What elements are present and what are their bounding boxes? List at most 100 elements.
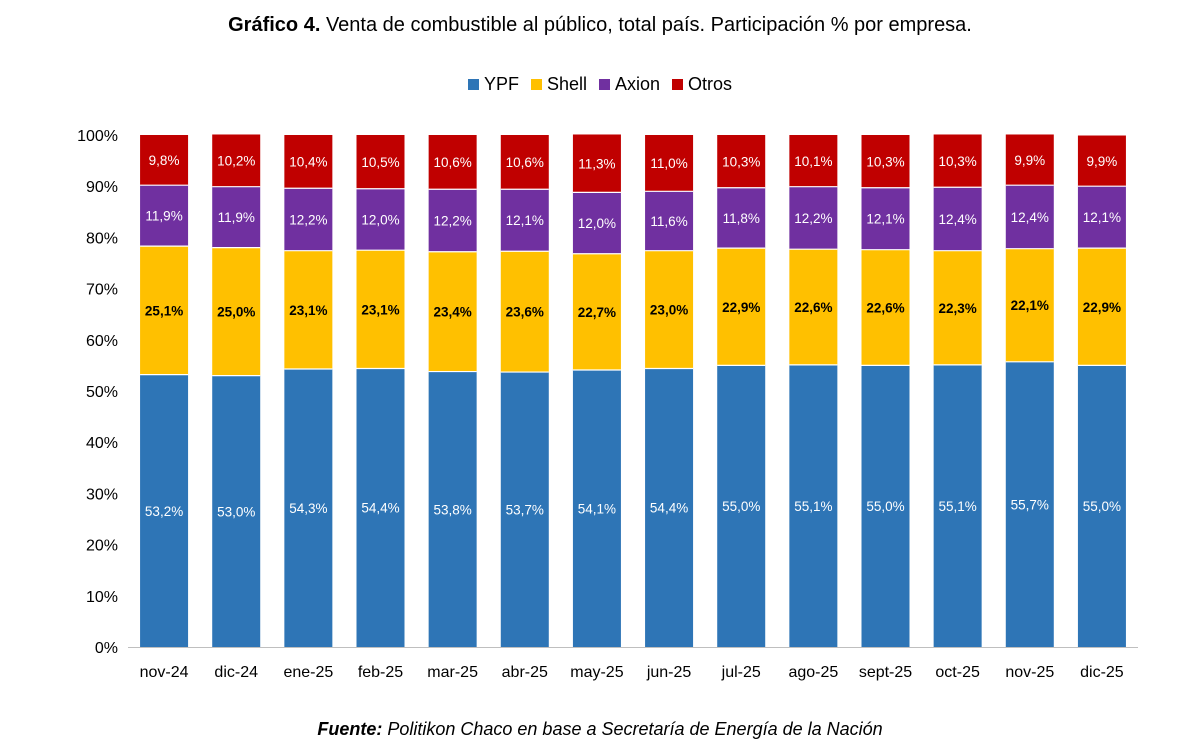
x-tick-label: ene-25	[283, 664, 333, 681]
bar-segment-otros	[933, 134, 982, 188]
data-label-otros: 10,3%	[939, 154, 977, 169]
y-tick-label: 40%	[86, 435, 118, 452]
bar-segment-shell	[645, 250, 694, 369]
data-label-otros: 9,9%	[1087, 154, 1118, 169]
bar-segment-shell	[284, 250, 333, 369]
data-label-ypf: 54,1%	[578, 502, 616, 517]
data-label-ypf: 53,7%	[506, 503, 544, 518]
x-tick-label: feb-25	[358, 664, 403, 681]
bar-segment-ypf	[284, 368, 333, 647]
bar-segment-shell	[500, 251, 549, 373]
bar-segment-ypf	[645, 368, 694, 647]
data-label-ypf: 55,0%	[866, 499, 904, 514]
bar-segment-ypf	[572, 370, 621, 647]
y-tick-label: 30%	[86, 486, 118, 503]
x-tick-label: ago-25	[788, 664, 838, 681]
bar-segment-axion	[428, 189, 477, 252]
bar-segment-shell	[212, 247, 261, 376]
x-tick-label: oct-25	[935, 664, 980, 681]
y-tick-label: 60%	[86, 333, 118, 350]
x-tick-label: mar-25	[427, 664, 478, 681]
legend-label-ypf: YPF	[483, 74, 519, 94]
y-tick-label: 100%	[77, 128, 118, 145]
y-tick-label: 50%	[86, 384, 118, 401]
bar-segment-ypf	[428, 371, 477, 647]
bar-segment-otros	[861, 135, 910, 188]
bar-segment-ypf	[1005, 361, 1054, 647]
data-label-shell: 22,7%	[578, 305, 616, 320]
chart-title: Gráfico 4. Venta de combustible al públi…	[0, 14, 1200, 37]
data-label-ypf: 55,0%	[1083, 499, 1121, 514]
x-tick-label: dic-24	[214, 664, 258, 681]
bar-segment-axion	[140, 185, 189, 247]
legend-item-otros: Otros	[672, 74, 732, 95]
x-tick-label: abr-25	[502, 664, 548, 681]
data-label-axion: 11,6%	[650, 214, 687, 229]
bar-segment-otros	[284, 135, 333, 189]
y-tick-label: 90%	[86, 179, 118, 196]
data-label-otros: 11,3%	[578, 156, 615, 171]
data-label-shell: 22,6%	[866, 301, 904, 316]
x-tick-label: may-25	[570, 664, 623, 681]
data-label-axion: 11,9%	[218, 210, 255, 225]
y-tick-label: 80%	[86, 230, 118, 247]
data-label-otros: 10,4%	[289, 155, 327, 170]
data-label-axion: 12,1%	[506, 213, 544, 228]
chart-title-prefix: Gráfico 4.	[228, 14, 321, 36]
bar-segment-axion	[717, 187, 766, 249]
bar-segment-shell	[933, 250, 982, 365]
data-label-axion: 11,9%	[145, 209, 182, 224]
y-tick-label: 70%	[86, 282, 118, 299]
legend-swatch-otros	[672, 79, 684, 90]
bar-segment-otros	[572, 134, 621, 193]
bar-segment-ypf	[500, 372, 549, 647]
bar-segment-shell	[717, 248, 766, 366]
data-label-ypf: 55,1%	[794, 499, 832, 514]
bar-segment-axion	[500, 189, 549, 252]
bar-segment-otros	[140, 135, 189, 186]
bar-segment-ypf	[356, 368, 405, 647]
data-label-shell: 22,9%	[1083, 300, 1121, 315]
bar-segment-shell	[1005, 248, 1054, 362]
bar-segment-axion	[1005, 185, 1054, 249]
data-label-otros: 9,9%	[1014, 153, 1045, 168]
bar-segment-ypf	[717, 365, 766, 647]
x-tick-label: dic-25	[1080, 664, 1124, 681]
data-label-shell: 22,9%	[722, 300, 760, 315]
chart-source-label: Fuente:	[317, 719, 383, 739]
data-label-axion: 12,0%	[361, 212, 399, 227]
bar-segment-otros	[1005, 134, 1054, 186]
bar-segment-otros	[356, 135, 405, 189]
bar-segment-axion	[789, 186, 838, 250]
bar-segment-axion	[645, 191, 694, 251]
bar-segment-shell	[140, 246, 189, 375]
data-label-axion: 12,2%	[794, 211, 832, 226]
legend-label-axion: Axion	[615, 74, 661, 94]
data-label-axion: 12,2%	[289, 212, 327, 227]
data-label-ypf: 55,0%	[722, 499, 760, 514]
data-label-axion: 12,1%	[866, 212, 904, 227]
bar-segment-axion	[356, 188, 405, 251]
x-tick-label: jun-25	[646, 664, 692, 681]
bar-segment-shell	[572, 253, 621, 371]
data-label-otros: 10,5%	[361, 155, 399, 170]
data-label-axion: 12,2%	[434, 214, 472, 229]
bar-segment-otros	[645, 135, 694, 192]
data-label-ypf: 55,1%	[939, 499, 977, 514]
bar-segment-ypf	[789, 364, 838, 647]
bar-segment-shell	[789, 249, 838, 365]
data-label-ypf: 54,4%	[361, 501, 399, 516]
data-label-ypf: 53,0%	[217, 504, 255, 519]
legend-item-shell: Shell	[530, 74, 587, 95]
bar-segment-shell	[1077, 248, 1126, 366]
bar-segment-axion	[284, 188, 333, 251]
data-label-axion: 12,4%	[1011, 210, 1049, 225]
data-label-shell: 22,3%	[939, 301, 977, 316]
bar-segment-ypf	[212, 375, 261, 647]
chart-source: Fuente: Politikon Chaco en base a Secret…	[0, 719, 1200, 740]
data-label-shell: 23,1%	[289, 303, 327, 318]
data-label-shell: 23,1%	[361, 302, 399, 317]
bar-segment-otros	[717, 135, 766, 188]
x-tick-label: sept-25	[859, 664, 912, 681]
bar-segment-axion	[572, 192, 621, 254]
